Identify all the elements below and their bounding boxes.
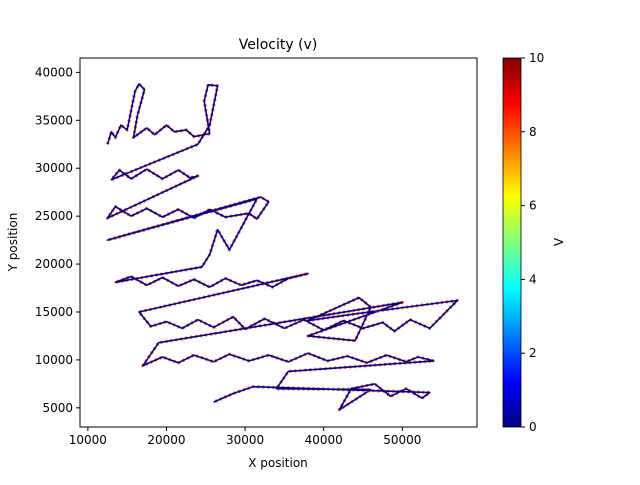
plot-area bbox=[105, 82, 459, 412]
colorbar-tick-label: 8 bbox=[529, 125, 537, 139]
colorbar bbox=[502, 57, 522, 428]
y-tick-label: 15000 bbox=[35, 305, 73, 319]
y-axis: 5000 10000 15000 20000 25000 30000 35000 40000 bbox=[35, 65, 80, 415]
colorbar-tick-label: 10 bbox=[529, 51, 544, 65]
y-tick-label: 25000 bbox=[35, 209, 73, 223]
plot-frame bbox=[79, 57, 478, 428]
chart-title: Velocity (v) bbox=[239, 37, 318, 53]
x-axis: 10000 20000 30000 40000 50000 bbox=[69, 427, 421, 447]
x-tick-label: 10000 bbox=[69, 433, 107, 447]
colorbar-tick-label: 4 bbox=[529, 272, 537, 286]
colorbar-tick-label: 0 bbox=[529, 420, 537, 434]
x-tick-label: 40000 bbox=[305, 433, 343, 447]
x-axis-label: X position bbox=[248, 456, 308, 470]
colorbar-axis: 0 2 4 6 8 10 bbox=[521, 51, 544, 434]
x-tick-label: 50000 bbox=[383, 433, 421, 447]
y-tick-label: 20000 bbox=[35, 257, 73, 271]
y-tick-label: 30000 bbox=[35, 161, 73, 175]
trajectory-line-0 bbox=[106, 83, 459, 411]
y-tick-label: 5000 bbox=[42, 401, 73, 415]
y-tick-label: 40000 bbox=[35, 65, 73, 79]
y-axis-label: Y position bbox=[6, 213, 20, 273]
colorbar-tick-label: 6 bbox=[529, 199, 537, 213]
colorbar-label: V bbox=[552, 237, 566, 246]
x-tick-label: 30000 bbox=[226, 433, 264, 447]
y-tick-label: 35000 bbox=[35, 113, 73, 127]
y-tick-label: 10000 bbox=[35, 353, 73, 367]
colorbar-tick-label: 2 bbox=[529, 346, 537, 360]
x-tick-label: 20000 bbox=[147, 433, 185, 447]
